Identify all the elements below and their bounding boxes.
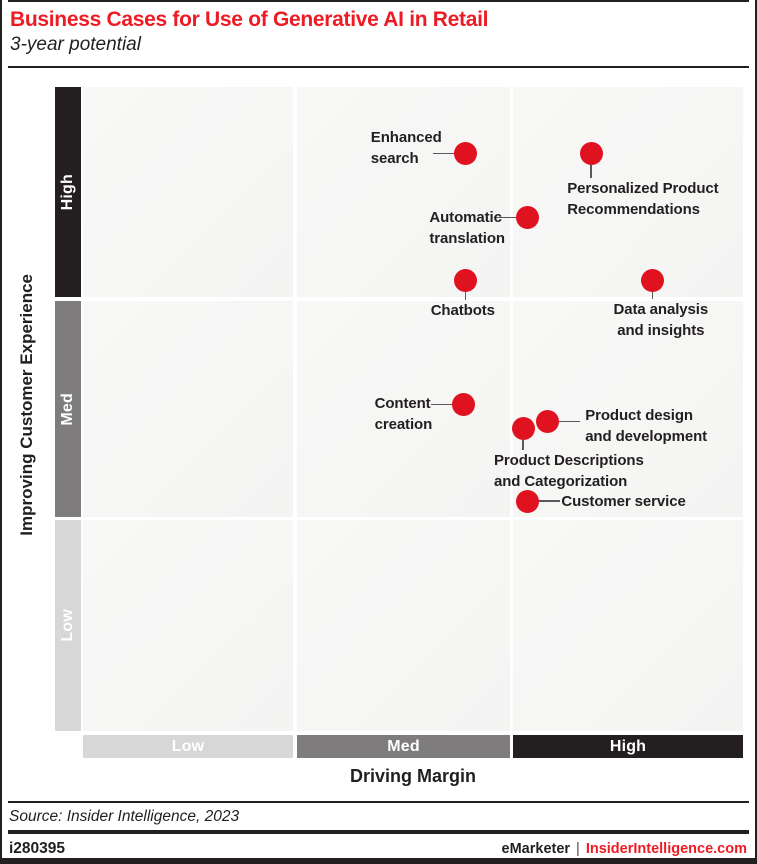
connector-line	[522, 437, 524, 451]
data-point-label-line: Data analysis	[613, 301, 709, 319]
data-point-label: Enhanced search	[371, 127, 442, 169]
connector-line	[464, 289, 467, 301]
footer-divider-thin	[8, 801, 749, 803]
data-point	[454, 142, 478, 166]
footer-brand: eMarketer | InsiderIntelligence.com	[502, 841, 747, 857]
data-point-label-line: and insights	[617, 322, 705, 340]
data-point	[515, 206, 539, 230]
connector-line	[651, 289, 654, 300]
data-point-label: Personalized Product Recommendations	[567, 178, 718, 220]
grid-cell-low-low	[83, 520, 293, 731]
chart-subtitle: 3-year potential	[10, 34, 141, 55]
y-band-label: High	[59, 173, 76, 211]
grid-cell-high-low	[513, 520, 743, 731]
page-border-top	[8, 0, 749, 2]
data-point	[511, 416, 535, 440]
source-note: Source: Insider Intelligence, 2023	[9, 808, 240, 825]
y-band-label: Med	[59, 392, 76, 426]
data-point	[515, 489, 539, 513]
data-point	[452, 393, 476, 417]
data-point-label-line: Customer service	[561, 493, 686, 511]
data-point	[535, 410, 559, 434]
data-point-label-line: Recommendations	[567, 200, 700, 218]
x-band-low: Low	[83, 735, 293, 758]
data-point-label: Product design and development	[585, 405, 707, 447]
x-band-label: High	[609, 737, 647, 755]
footer-bottom-bar	[0, 858, 757, 864]
connector-line	[538, 500, 561, 502]
data-point	[579, 142, 603, 166]
x-band-label: Med	[387, 737, 420, 755]
data-point-label-line: Content	[374, 394, 431, 412]
chart-title: Business Cases for Use of Generative AI …	[10, 8, 489, 31]
connector-line	[558, 420, 581, 423]
data-point-label-line: Product design	[585, 406, 693, 424]
brand-separator: |	[576, 841, 580, 857]
header-divider	[8, 66, 749, 68]
y-band-low: Low	[55, 520, 81, 731]
data-point-label: Chatbots	[431, 300, 495, 321]
data-point-label-line: and development	[585, 427, 708, 445]
data-point-label: Data analysis and insights	[614, 299, 709, 341]
y-band-high: High	[55, 87, 81, 297]
x-axis-title: Driving Margin	[349, 766, 476, 786]
data-point	[454, 268, 478, 292]
grid-cell-low-high	[83, 87, 293, 297]
x-band-label: Low	[171, 737, 205, 755]
data-point-label-line: search	[370, 149, 419, 167]
data-point-label-line: Automatic	[429, 208, 502, 226]
footer-divider-thick	[8, 830, 749, 834]
grid-cell-high-high	[513, 87, 743, 297]
data-point-label-line: Chatbots	[430, 302, 495, 320]
data-point-label-line: Product Descriptions	[494, 452, 644, 470]
y-band-label: Low	[59, 609, 76, 642]
grid-cell-med-low	[297, 520, 510, 731]
connector-line	[430, 403, 453, 406]
connector-line	[590, 162, 592, 178]
grid-cell-med-med	[297, 301, 510, 517]
connector-line	[432, 152, 455, 155]
page-border-left	[0, 0, 2, 864]
data-point-label-line: creation	[374, 415, 433, 433]
data-point-label: Automatic translation	[429, 207, 505, 249]
x-band-high: High	[513, 735, 743, 758]
data-point-label-line: translation	[429, 229, 505, 247]
data-point	[641, 268, 665, 292]
data-point-label: Product Descriptions and Categorization	[494, 450, 644, 492]
grid-cell-high-med	[513, 301, 743, 517]
y-band-med: Med	[55, 301, 81, 517]
data-point-label: Content creation	[375, 393, 433, 435]
brand-site-link: InsiderIntelligence.com	[585, 841, 747, 857]
brand-emarketer: eMarketer	[501, 841, 571, 857]
connector-line	[494, 216, 517, 219]
data-point-label: Customer service	[561, 491, 685, 512]
data-point-label-line: and Categorization	[494, 473, 628, 491]
grid-cell-med-high	[297, 87, 510, 297]
data-point-label-line: Personalized Product	[567, 179, 719, 197]
chart-id: i280395	[9, 840, 66, 857]
grid-cell-low-med	[83, 301, 293, 517]
page-border-right	[755, 0, 757, 864]
x-band-med: Med	[297, 735, 510, 758]
data-point-label-line: Enhanced	[370, 128, 442, 146]
